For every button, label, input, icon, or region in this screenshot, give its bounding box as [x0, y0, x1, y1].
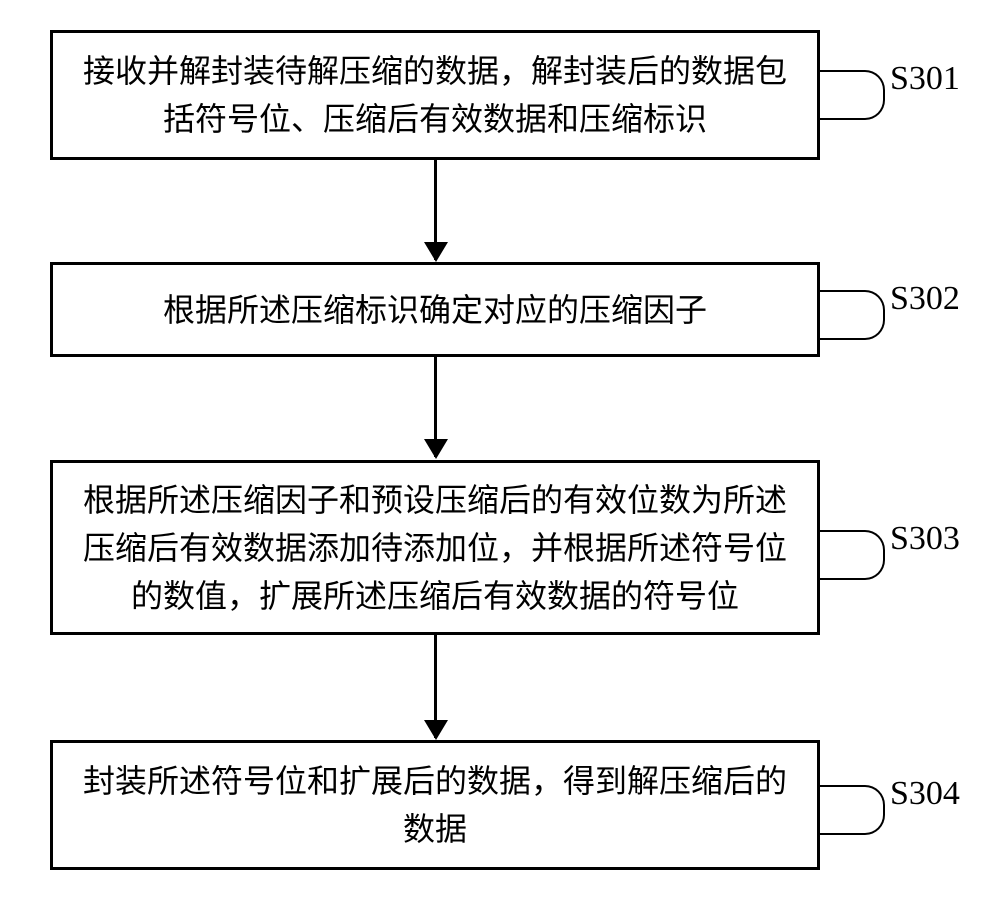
step-label-s303: S303 [890, 520, 960, 558]
connector-s304 [820, 785, 885, 835]
arrow-1 [434, 160, 437, 260]
step-box-s301: 接收并解封装待解压缩的数据，解封装后的数据包括符号位、压缩后有效数据和压缩标识 [50, 30, 820, 160]
flowchart-container: 接收并解封装待解压缩的数据，解封装后的数据包括符号位、压缩后有效数据和压缩标识 … [0, 0, 1000, 904]
connector-s303 [820, 530, 885, 580]
step-label-s304: S304 [890, 775, 960, 813]
connector-s302 [820, 290, 885, 340]
connector-s301 [820, 70, 885, 120]
step-text-s304: 封装所述符号位和扩展后的数据，得到解压缩后的数据 [83, 757, 787, 853]
step-box-s302: 根据所述压缩标识确定对应的压缩因子 [50, 262, 820, 357]
step-label-s301: S301 [890, 60, 960, 98]
step-box-s304: 封装所述符号位和扩展后的数据，得到解压缩后的数据 [50, 740, 820, 870]
arrow-3 [434, 635, 437, 738]
step-text-s303: 根据所述压缩因子和预设压缩后的有效位数为所述压缩后有效数据添加待添加位，并根据所… [83, 476, 787, 620]
step-text-s302: 根据所述压缩标识确定对应的压缩因子 [163, 286, 707, 334]
step-label-s302: S302 [890, 280, 960, 318]
step-box-s303: 根据所述压缩因子和预设压缩后的有效位数为所述压缩后有效数据添加待添加位，并根据所… [50, 460, 820, 635]
arrow-2 [434, 357, 437, 457]
step-text-s301: 接收并解封装待解压缩的数据，解封装后的数据包括符号位、压缩后有效数据和压缩标识 [83, 47, 787, 143]
